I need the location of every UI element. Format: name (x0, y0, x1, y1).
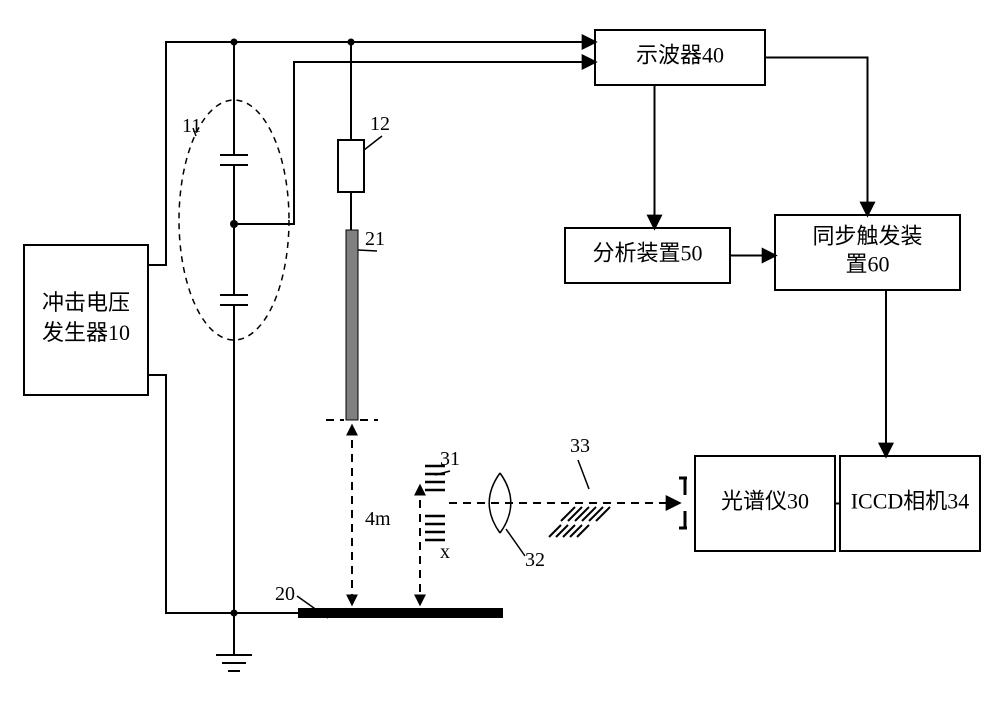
label-mirror_ref: 33 (570, 435, 590, 457)
label-lens_ref: 32 (525, 549, 545, 571)
diagram-canvas: 冲击电压发生器10 示波器40 分析装置50 同步触发装置60 光谱仪30 ICCD相机3… (0, 0, 1000, 728)
label-divider_ref: 11 (182, 115, 201, 137)
resistor-12 (338, 140, 364, 192)
iccd-box-label: ICCD相机34 (851, 489, 970, 514)
generator-box: 冲击电压发生器10 (24, 245, 148, 395)
analyzer-box: 分析装置50 (565, 228, 730, 283)
ground-plate (298, 608, 503, 618)
iccd-box: ICCD相机34 (840, 456, 980, 551)
mirror-33 (549, 507, 610, 537)
generator-box-label: 发生器10 (42, 320, 130, 345)
oscilloscope-box: 示波器40 (595, 30, 765, 85)
label-plate_ref: 20 (275, 583, 295, 605)
label-gap_len: 4m (365, 508, 391, 530)
label-resistor_ref: 12 (370, 113, 390, 135)
rod-electrode (346, 230, 358, 420)
label-rod_ref: 21 (365, 228, 385, 250)
oscilloscope-box-label: 示波器40 (636, 43, 724, 68)
generator-box-label: 冲击电压 (42, 290, 130, 315)
trigger-box-label: 置60 (845, 252, 889, 277)
label-collimator_ref: 31 (440, 448, 460, 470)
analyzer-box-label: 分析装置50 (592, 241, 702, 266)
trigger-box: 同步触发装置60 (775, 215, 960, 290)
label-x_len: x (440, 541, 450, 563)
spectrometer-box: 光谱仪30 (695, 456, 835, 551)
spectrometer-box-label: 光谱仪30 (721, 489, 809, 514)
trigger-box-label: 同步触发装 (812, 224, 922, 249)
